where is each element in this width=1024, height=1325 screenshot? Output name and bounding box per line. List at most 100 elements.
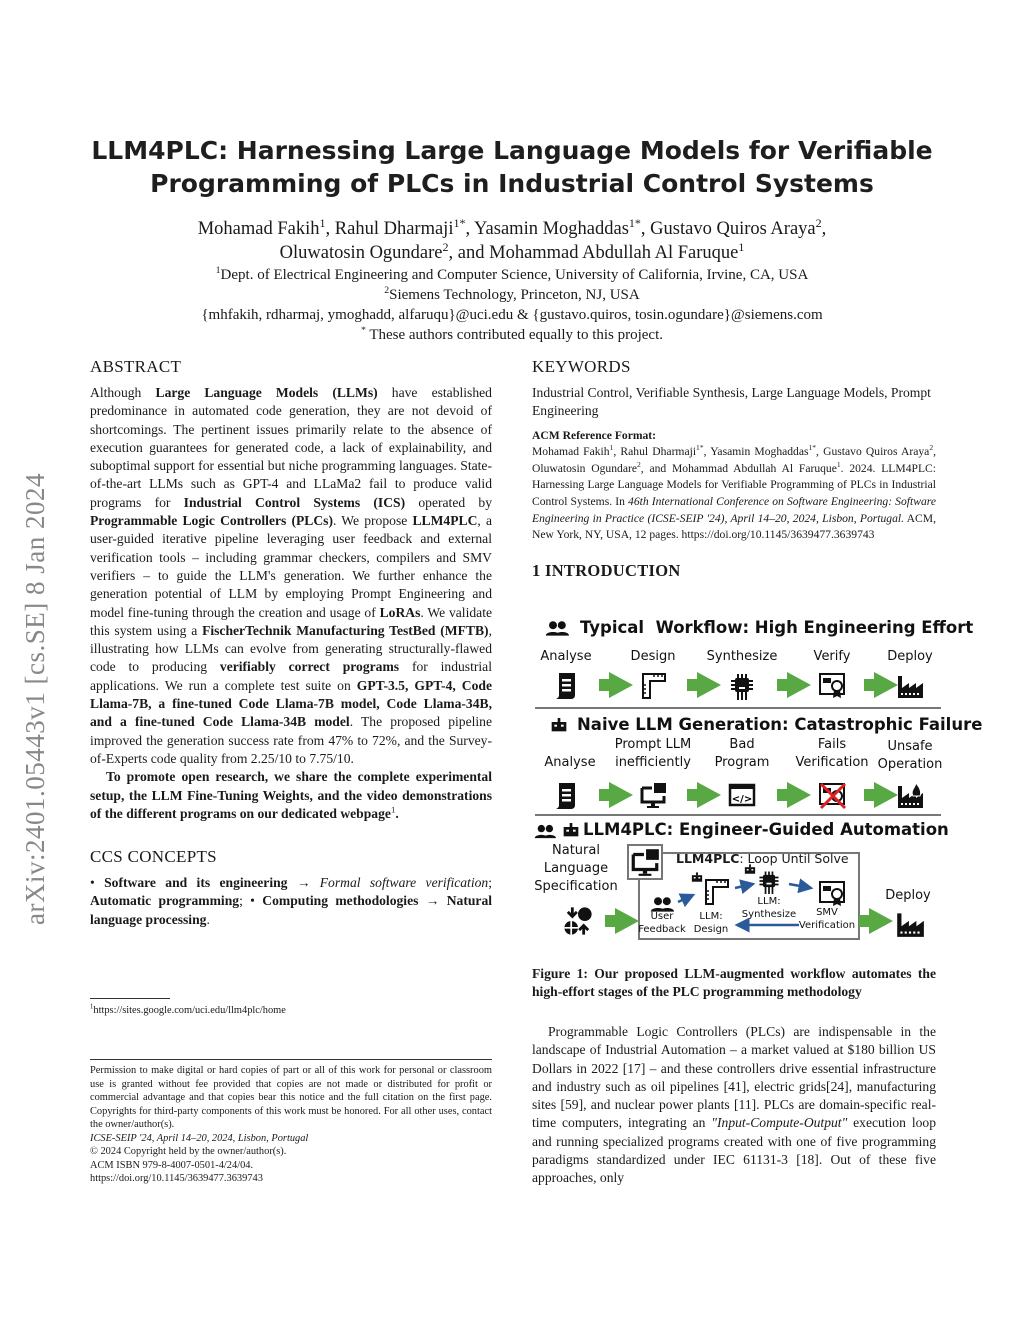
user-feedback-label: User Feedback bbox=[638, 911, 686, 935]
text-run: → bbox=[287, 875, 320, 891]
text-run: LoRAs bbox=[379, 604, 421, 620]
text-run: 2 bbox=[442, 239, 449, 254]
row2-label: Fails Verification bbox=[795, 737, 869, 770]
text-run: 2 bbox=[815, 215, 822, 230]
text-run: have established predominance in automat… bbox=[90, 385, 492, 510]
spec-label: Natural Language Specification bbox=[534, 843, 618, 894]
certificate-icon bbox=[817, 670, 847, 700]
text-run: 1 bbox=[90, 1003, 94, 1011]
row1-title: Typical Workflow: High Engineering Effor… bbox=[580, 618, 974, 637]
isbn-line: ACM ISBN 979-8-4007-0501-4/24/04. bbox=[90, 1159, 492, 1173]
permission-block: Permission to make digital or hard copie… bbox=[90, 1064, 492, 1186]
figure-caption: Figure 1: Our proposed LLM-augmented wor… bbox=[532, 966, 936, 1000]
intro-paragraph: Programmable Logic Controllers (PLCs) ar… bbox=[532, 1023, 936, 1188]
ruler-icon bbox=[638, 670, 668, 700]
users-icon bbox=[545, 618, 569, 642]
left-column: ABSTRACT Although Large Language Models … bbox=[90, 356, 492, 929]
intro-body: Programmable Logic Controllers (PLCs) ar… bbox=[532, 1023, 936, 1188]
llm-synthesize-label: LLM: Synthesize bbox=[741, 896, 797, 920]
text-run: LLM4PLC bbox=[412, 513, 478, 529]
text-run: 1 bbox=[836, 459, 841, 469]
text-run: 1 bbox=[319, 215, 326, 230]
row2-title: Naive LLM Generation: Catastrophic Failu… bbox=[577, 715, 983, 734]
robot-icon bbox=[561, 821, 581, 841]
monitor-box bbox=[627, 844, 663, 880]
llm-design-label: LLM: Design bbox=[693, 911, 729, 935]
scroll-icon bbox=[551, 780, 581, 810]
text-run: operated by bbox=[405, 494, 492, 510]
text-run: Automatic programming bbox=[90, 893, 240, 909]
text-run: ; • bbox=[239, 893, 263, 909]
emails: {mhfakih, rdharmaj, ymoghadd, alfaruqu}@… bbox=[0, 305, 1024, 325]
row1-label: Synthesize bbox=[706, 649, 778, 664]
text-run: Permission to make digital or hard copie… bbox=[90, 1065, 492, 1130]
row1-label: Verify bbox=[813, 649, 851, 664]
copyright-line: © 2024 Copyright held by the owner/autho… bbox=[90, 1145, 492, 1159]
text-run: 1* bbox=[453, 215, 466, 230]
green-arrow-icon bbox=[864, 672, 898, 698]
text-run: ACM, New York, NY, USA, 12 pages. https:… bbox=[532, 511, 936, 542]
text-run: 1* bbox=[696, 443, 704, 453]
doi-link[interactable]: https://doi.org/10.1145/3639477.3639743 bbox=[90, 1172, 492, 1186]
footnote: 1https://sites.google.com/uci.edu/llm4pl… bbox=[90, 1004, 492, 1018]
text-run: , Rahul Dharmaji bbox=[325, 219, 454, 239]
row2-label: Unsafe Operation bbox=[877, 739, 943, 772]
text-run: Siemens Technology, Princeton, NJ, USA bbox=[389, 287, 640, 303]
title-line: LLM4PLC: Harnessing Large Language Model… bbox=[91, 136, 933, 165]
text-run: 1* bbox=[808, 443, 817, 453]
separator bbox=[535, 707, 941, 709]
row1-label: Design bbox=[630, 649, 676, 664]
author-line: Oluwatosin Ogundare2, and Mohammad Abdul… bbox=[0, 241, 1024, 265]
text-run: , bbox=[821, 219, 827, 239]
text-run: Industrial Control, Verifiable Synthesis… bbox=[532, 385, 931, 419]
text-run: , Yasamin Moghaddas bbox=[465, 219, 629, 239]
arxiv-stamp: arXiv:2401.05443v1 [cs.SE] 8 Jan 2024 bbox=[20, 473, 50, 925]
text-run: © 2024 Copyright held by the owner/autho… bbox=[90, 1146, 287, 1157]
ccs-concepts: • Software and its engineering → Formal … bbox=[90, 874, 492, 929]
text-run: 2 bbox=[384, 285, 390, 296]
row2-label: Bad Program bbox=[714, 737, 770, 770]
robot-icon bbox=[743, 862, 757, 876]
text-run: * bbox=[360, 325, 366, 336]
text-run: , and Mohammad Abdullah Al Faruque bbox=[640, 461, 837, 475]
abstract-paragraph: To promote open research, we share the c… bbox=[90, 768, 492, 823]
text-run: Formal software verification bbox=[319, 875, 489, 891]
separator bbox=[535, 814, 941, 816]
text-run: , illustrating how LLMs can evolve from … bbox=[90, 622, 492, 675]
footnote-rule bbox=[90, 998, 170, 999]
text-run: GPT-3.5, GPT-4, Code Llama-7B, a fine-tu… bbox=[90, 677, 492, 730]
acm-reference: Mohamad Fakih1, Rahul Dharmaji1*, Yasami… bbox=[532, 444, 936, 544]
text-run: 2 bbox=[636, 459, 641, 469]
scroll-icon bbox=[551, 670, 581, 700]
text-run: 46th International Conference on Softwar… bbox=[532, 494, 936, 525]
text-run: https://doi.org/10.1145/3639477.3639743 bbox=[90, 1173, 263, 1184]
text-run: {mhfakih, rdharmaj, ymoghadd, alfaruqu}@… bbox=[201, 307, 823, 323]
text-run: , and Mohammad Abdullah Al Faruque bbox=[448, 243, 739, 263]
permission-text: Permission to make digital or hard copie… bbox=[90, 1064, 492, 1132]
text-run: FischerTechnik Manufacturing TestBed (MF… bbox=[202, 622, 489, 638]
row3-title: LLM4PLC: Engineer-Guided Automation bbox=[583, 820, 949, 839]
text-run: , Gustavo Quiros Araya bbox=[640, 219, 816, 239]
text-run: 2 bbox=[929, 443, 934, 453]
text-run: → bbox=[418, 893, 447, 909]
text-run: Natural language processing bbox=[90, 893, 493, 927]
affiliation: 1Dept. of Electrical Engineering and Com… bbox=[0, 265, 1024, 285]
permission-rule bbox=[90, 1059, 492, 1060]
row2-label: Analyse bbox=[544, 755, 596, 770]
ruler-icon bbox=[701, 876, 731, 906]
author-line: Mohamad Fakih1, Rahul Dharmaji1*, Yasami… bbox=[0, 217, 1024, 241]
acm-ref-heading: ACM Reference Format: bbox=[532, 428, 657, 442]
text-run: Oluwatosin Ogundare bbox=[279, 243, 443, 263]
title-line: Programming of PLCs in Industrial Contro… bbox=[150, 169, 874, 198]
text-run: Software and its engineering bbox=[104, 875, 288, 891]
loop-box bbox=[638, 852, 860, 940]
intro-heading: 1 INTRODUCTION bbox=[532, 560, 681, 580]
factory-icon bbox=[894, 907, 926, 939]
text-run: Mohamad Fakih bbox=[197, 219, 320, 239]
green-arrow-icon bbox=[687, 782, 721, 808]
deploy-label: Deploy bbox=[885, 888, 931, 903]
text-run: https://sites.google.com/uci.edu/llm4plc… bbox=[93, 1005, 286, 1016]
green-arrow-icon bbox=[864, 782, 898, 808]
text-run: . We propose bbox=[333, 513, 413, 529]
keywords: Industrial Control, Verifiable Synthesis… bbox=[532, 384, 936, 421]
